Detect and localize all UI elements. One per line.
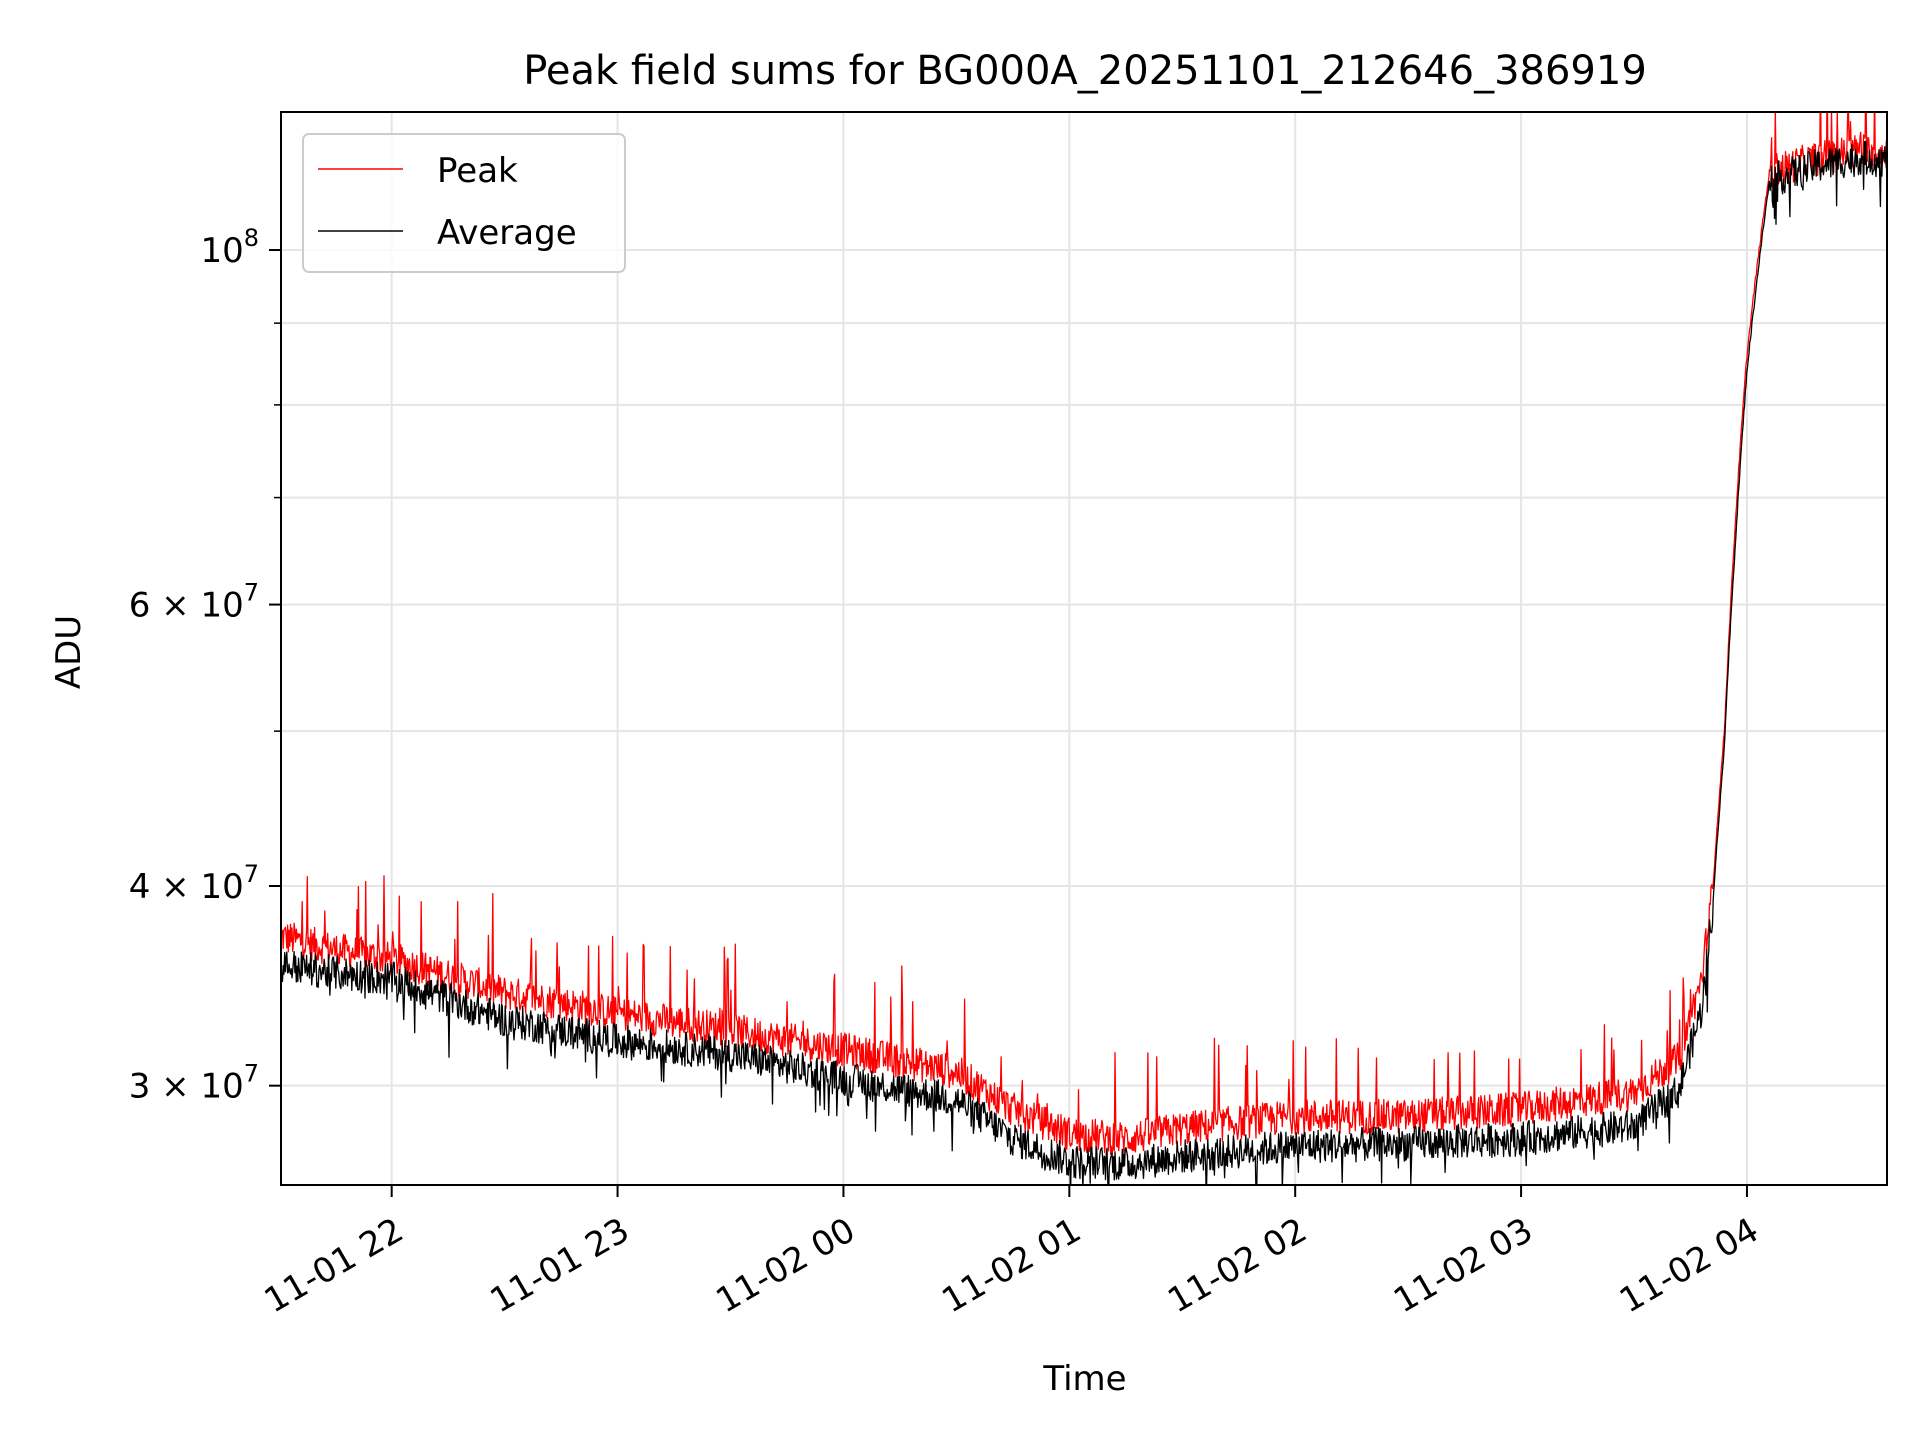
x-tick-label: 11-02 02 xyxy=(1161,1210,1313,1321)
y-tick-label: 6 × 107 xyxy=(129,579,259,626)
series-average-line xyxy=(281,140,1887,1185)
y-tick-label: 108 xyxy=(200,224,259,271)
x-tick-label: 11-02 04 xyxy=(1613,1210,1765,1321)
chart-title: Peak field sums for BG000A_20251101_2126… xyxy=(523,48,1647,94)
axes-frame xyxy=(280,111,1888,1186)
x-tick-label: 11-02 03 xyxy=(1387,1210,1539,1321)
legend-peak-label: Peak xyxy=(437,151,518,191)
y-tick-label: 4 × 107 xyxy=(129,860,259,907)
x-tick-label: 11-01 23 xyxy=(484,1210,636,1321)
ticks: 11-01 22 11-01 23 11-02 00 11-02 01 11-02 02… xyxy=(129,224,1766,1321)
series-layer xyxy=(281,112,1887,1185)
legend: Peak Average xyxy=(302,133,626,273)
legend-average-label: Average xyxy=(437,213,577,253)
y-tick-label: 3 × 107 xyxy=(129,1060,259,1107)
x-tick-label: 11-02 00 xyxy=(710,1210,862,1321)
x-axis-label: Time xyxy=(1042,1359,1126,1399)
y-axis-label: ADU xyxy=(49,615,89,689)
series-peak-line xyxy=(281,112,1887,1156)
x-tick-label: 11-02 01 xyxy=(935,1210,1087,1321)
x-tick-label: 11-01 22 xyxy=(258,1210,410,1321)
